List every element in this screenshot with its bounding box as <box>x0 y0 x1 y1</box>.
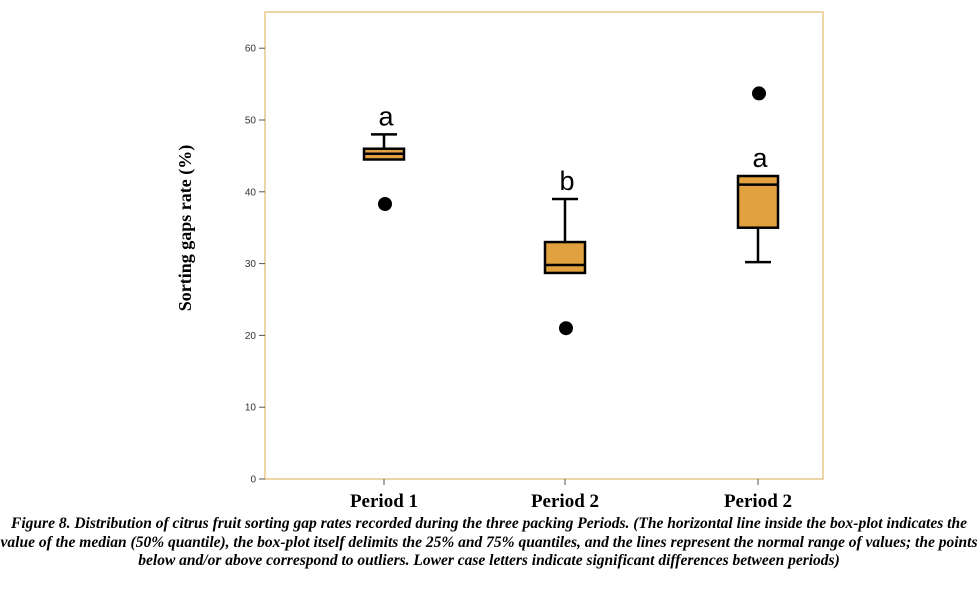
box <box>543 240 587 275</box>
outlier-point <box>559 321 573 336</box>
y-tick-label: 50 <box>245 116 257 127</box>
x-category-label: Period 2 <box>531 491 599 512</box>
y-axis-title: Sorting gaps rate (%) <box>175 145 196 311</box>
outlier-point <box>752 86 766 101</box>
y-tick-label: 40 <box>245 187 257 198</box>
significance-letter: a <box>378 101 394 131</box>
box-group: a <box>736 86 780 264</box>
box-plot-chart: 0 10 20 30 40 50 60 Period 1 Period 2 Period 2 a… <box>175 11 824 512</box>
y-tick-label: 10 <box>245 403 257 414</box>
x-category-label: Period 1 <box>350 491 418 512</box>
y-tick-label: 30 <box>245 259 257 270</box>
y-tick-label: 0 <box>250 475 256 486</box>
significance-letter: a <box>752 143 768 173</box>
boxes: a b a <box>362 86 780 336</box>
outlier-point <box>378 197 392 212</box>
box-group: b <box>543 166 587 336</box>
y-tick-label: 20 <box>245 331 257 342</box>
y-tick-label: 60 <box>245 44 257 55</box>
box-group: a <box>362 101 406 212</box>
x-axis: Period 1 Period 2 Period 2 <box>350 479 792 512</box>
significance-letter: b <box>559 166 574 196</box>
y-axis: 0 10 20 30 40 50 60 <box>245 44 265 486</box>
x-category-label: Period 2 <box>724 491 792 512</box>
figure-caption: Figure 8. Distribution of citrus fruit s… <box>0 515 978 569</box>
